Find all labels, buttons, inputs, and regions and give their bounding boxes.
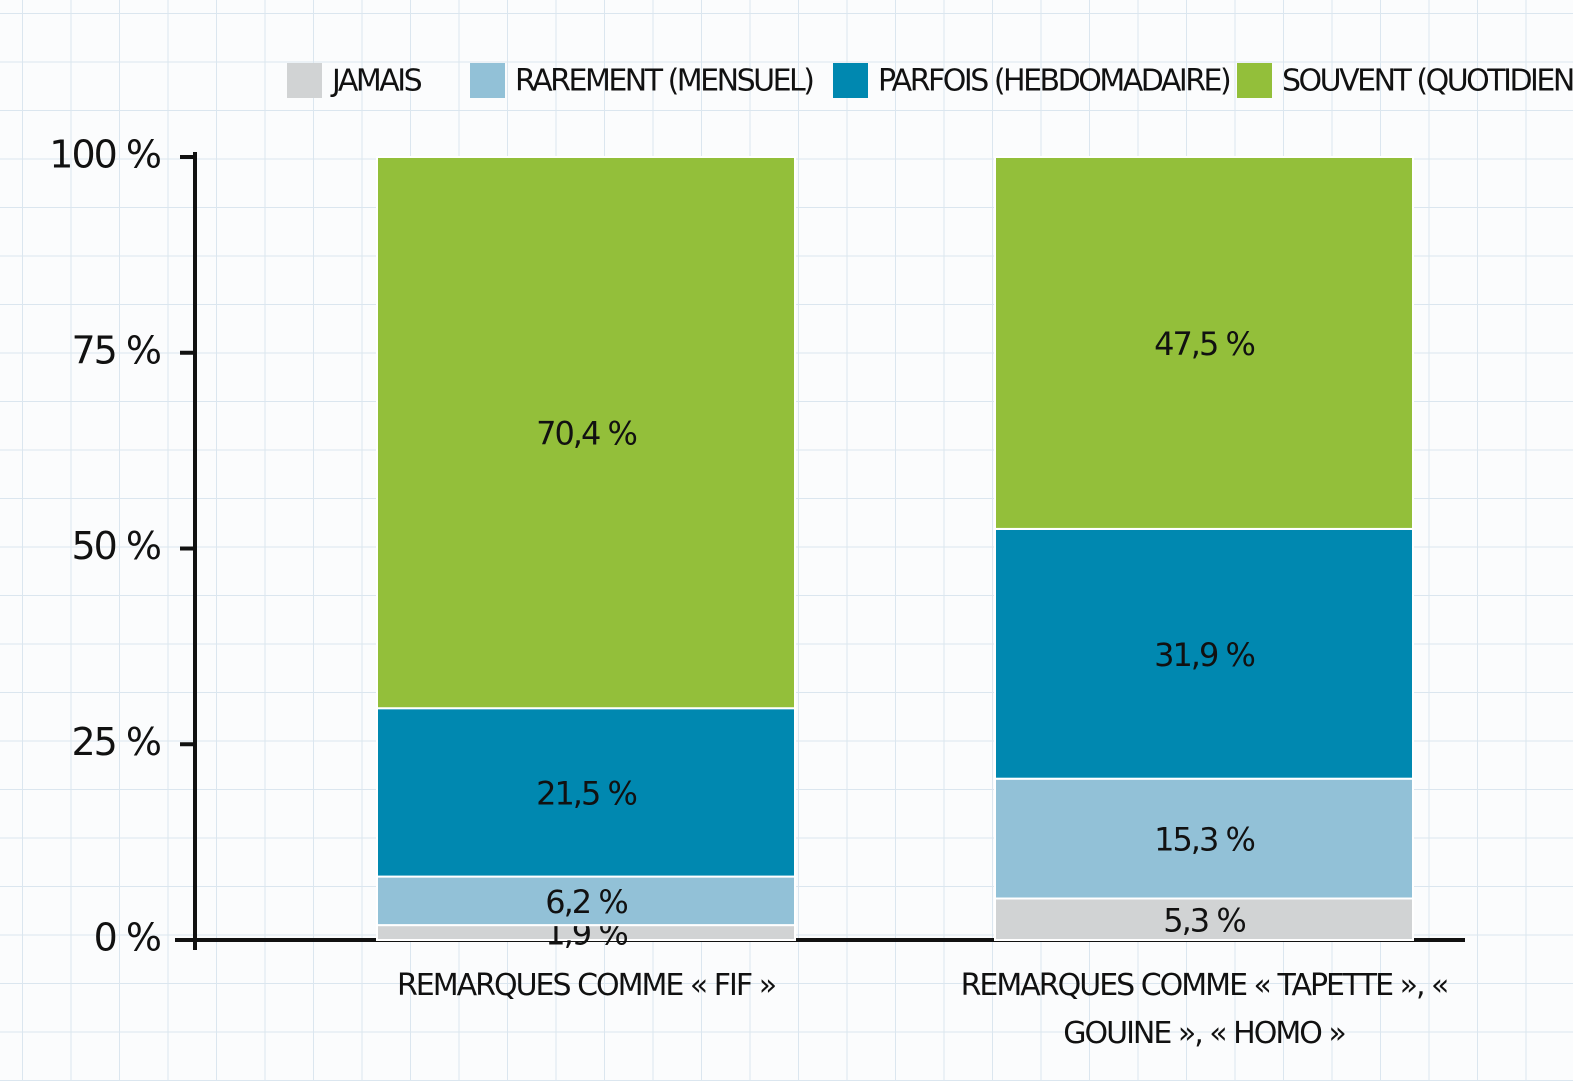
value-label: 6,2 % [545,883,627,921]
bar-segment [994,527,1414,780]
value-label: 31,9 % [1154,636,1254,674]
bar-segment [376,156,796,710]
bar-segment [376,875,796,927]
x-tick-label: REMARQUES COMME « TAPETTE », « GOUINE »,… [960,968,1450,1051]
value-label: 47,5 % [1154,325,1254,363]
y-tick-label: 50 % [71,524,160,568]
legend-label: SOUVENT (QUOTIDIEN) [1282,64,1573,99]
value-label: 5,3 % [1163,901,1245,939]
y-tick-label: 0 % [94,916,161,960]
value-label: 21,5 % [536,774,636,812]
bar-segment [376,707,796,878]
legend-label: RAREMENT (MENSUEL) [515,64,813,99]
legend-label: PARFOIS (HEBDOMADAIRE) [878,64,1230,99]
x-tick-label: REMARQUES COMME « FIF » [396,968,777,1003]
legend-swatch [833,63,868,98]
value-label: 15,3 % [1154,821,1254,859]
bar-segment [994,777,1414,900]
legend-swatch [287,63,322,98]
value-label: 70,4 % [536,415,636,453]
legend-label: JAMAIS [330,64,422,99]
bar-segment [994,897,1414,941]
y-tick-label: 25 % [71,720,160,764]
bar-segment [994,156,1414,530]
legend-swatch [1237,63,1272,98]
legend-swatch [470,63,505,98]
y-tick-label: 100 % [49,133,161,177]
y-tick-label: 75 % [71,328,160,372]
